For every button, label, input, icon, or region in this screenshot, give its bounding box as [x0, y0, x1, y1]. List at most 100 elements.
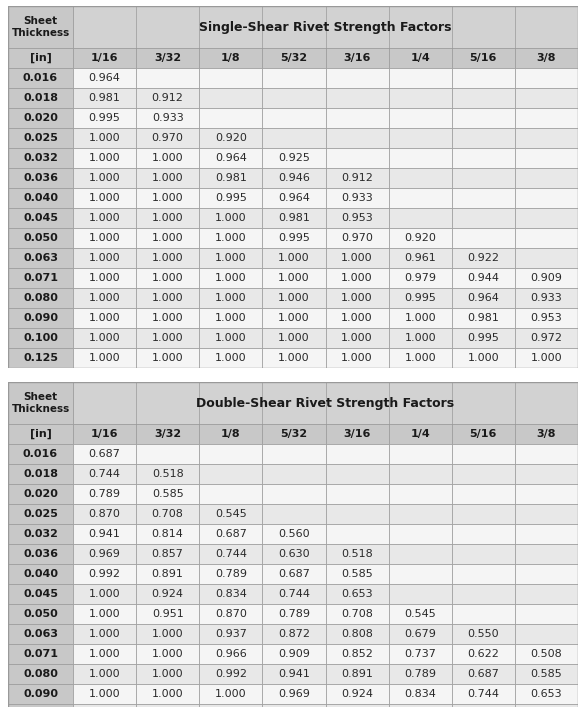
FancyBboxPatch shape [389, 684, 452, 704]
Text: 0.071: 0.071 [23, 273, 58, 283]
FancyBboxPatch shape [73, 604, 136, 624]
Text: 1.000: 1.000 [152, 333, 183, 343]
FancyBboxPatch shape [73, 228, 136, 248]
Text: 0.744: 0.744 [467, 689, 499, 699]
FancyBboxPatch shape [263, 248, 325, 268]
FancyBboxPatch shape [73, 644, 136, 664]
FancyBboxPatch shape [389, 464, 452, 484]
Text: 0.789: 0.789 [278, 609, 310, 619]
FancyBboxPatch shape [73, 424, 136, 444]
Text: 1.000: 1.000 [88, 193, 120, 203]
Text: 1.000: 1.000 [341, 313, 373, 323]
FancyBboxPatch shape [515, 664, 578, 684]
FancyBboxPatch shape [263, 268, 325, 288]
Text: 0.944: 0.944 [467, 273, 499, 283]
FancyBboxPatch shape [263, 644, 325, 664]
Text: 0.941: 0.941 [88, 529, 121, 539]
FancyBboxPatch shape [199, 504, 263, 524]
FancyBboxPatch shape [515, 544, 578, 564]
FancyBboxPatch shape [136, 308, 199, 328]
FancyBboxPatch shape [515, 108, 578, 128]
FancyBboxPatch shape [389, 644, 452, 664]
Text: 1.000: 1.000 [152, 353, 183, 363]
FancyBboxPatch shape [8, 484, 73, 504]
Text: 0.995: 0.995 [404, 293, 436, 303]
FancyBboxPatch shape [8, 208, 73, 228]
Text: 0.953: 0.953 [530, 313, 563, 323]
Text: 0.857: 0.857 [152, 549, 183, 559]
FancyBboxPatch shape [325, 288, 389, 308]
Text: 0.969: 0.969 [278, 689, 310, 699]
FancyBboxPatch shape [325, 584, 389, 604]
Text: 1.000: 1.000 [88, 293, 120, 303]
Text: 1.000: 1.000 [531, 353, 562, 363]
Text: 0.708: 0.708 [341, 609, 373, 619]
Text: 0.808: 0.808 [341, 629, 373, 639]
FancyBboxPatch shape [199, 664, 263, 684]
FancyBboxPatch shape [515, 424, 578, 444]
Text: 3/32: 3/32 [154, 53, 181, 63]
FancyBboxPatch shape [515, 444, 578, 464]
FancyBboxPatch shape [199, 108, 263, 128]
FancyBboxPatch shape [389, 148, 452, 168]
Text: 0.966: 0.966 [215, 649, 247, 659]
FancyBboxPatch shape [325, 148, 389, 168]
FancyBboxPatch shape [389, 328, 452, 348]
Text: 0.933: 0.933 [152, 113, 183, 123]
Text: 1.000: 1.000 [278, 353, 310, 363]
Text: 0.981: 0.981 [278, 213, 310, 223]
FancyBboxPatch shape [8, 228, 73, 248]
FancyBboxPatch shape [263, 484, 325, 504]
FancyBboxPatch shape [263, 348, 325, 368]
FancyBboxPatch shape [515, 328, 578, 348]
FancyBboxPatch shape [452, 644, 515, 664]
Text: 0.020: 0.020 [23, 113, 58, 123]
FancyBboxPatch shape [136, 444, 199, 464]
FancyBboxPatch shape [515, 48, 578, 68]
FancyBboxPatch shape [515, 524, 578, 544]
Text: 0.063: 0.063 [23, 253, 58, 263]
Text: 0.979: 0.979 [404, 273, 436, 283]
FancyBboxPatch shape [136, 88, 199, 108]
FancyBboxPatch shape [515, 644, 578, 664]
FancyBboxPatch shape [199, 524, 263, 544]
Text: 0.071: 0.071 [23, 649, 58, 659]
Text: 0.545: 0.545 [404, 609, 436, 619]
FancyBboxPatch shape [8, 248, 73, 268]
FancyBboxPatch shape [199, 168, 263, 188]
FancyBboxPatch shape [263, 288, 325, 308]
FancyBboxPatch shape [8, 524, 73, 544]
Text: 0.870: 0.870 [215, 609, 247, 619]
Text: 0.969: 0.969 [88, 549, 121, 559]
Text: 1.000: 1.000 [278, 333, 310, 343]
FancyBboxPatch shape [263, 88, 325, 108]
FancyBboxPatch shape [515, 148, 578, 168]
Text: 1.000: 1.000 [278, 293, 310, 303]
FancyBboxPatch shape [263, 504, 325, 524]
FancyBboxPatch shape [8, 604, 73, 624]
FancyBboxPatch shape [515, 188, 578, 208]
FancyBboxPatch shape [8, 128, 73, 148]
Text: 0.550: 0.550 [468, 629, 499, 639]
Text: 0.032: 0.032 [23, 529, 58, 539]
FancyBboxPatch shape [325, 644, 389, 664]
FancyBboxPatch shape [136, 584, 199, 604]
FancyBboxPatch shape [263, 684, 325, 704]
Text: 1.000: 1.000 [88, 313, 120, 323]
FancyBboxPatch shape [389, 188, 452, 208]
FancyBboxPatch shape [199, 464, 263, 484]
FancyBboxPatch shape [389, 444, 452, 464]
Text: 1.000: 1.000 [215, 253, 247, 263]
FancyBboxPatch shape [136, 664, 199, 684]
FancyBboxPatch shape [73, 524, 136, 544]
Text: 1.000: 1.000 [278, 313, 310, 323]
Text: 0.018: 0.018 [23, 93, 58, 103]
FancyBboxPatch shape [452, 228, 515, 248]
Text: 0.909: 0.909 [530, 273, 563, 283]
FancyBboxPatch shape [389, 664, 452, 684]
FancyBboxPatch shape [515, 68, 578, 88]
Text: 1.000: 1.000 [88, 353, 120, 363]
FancyBboxPatch shape [73, 268, 136, 288]
Text: [in]: [in] [29, 53, 52, 63]
FancyBboxPatch shape [515, 704, 578, 707]
